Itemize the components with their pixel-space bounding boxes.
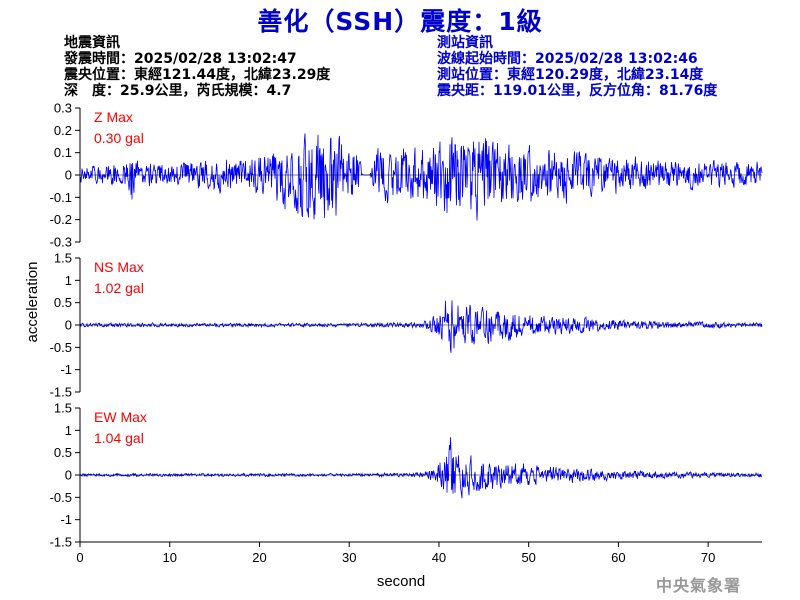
- waveform-trace-ns: [79, 300, 763, 353]
- station-info-block: 測站資訊 波線起始時間：2025/02/28 13:02:46 測站位置：東經1…: [437, 35, 717, 99]
- station-location: 測站位置：東經120.29度，北緯23.14度: [437, 67, 704, 83]
- y-tick-label: -1.5: [50, 535, 72, 550]
- x-tick-label: 40: [432, 550, 446, 565]
- y-tick-label: 1.5: [54, 401, 72, 416]
- y-tick-label: -0.3: [50, 235, 72, 250]
- x-tick-label: 0: [76, 550, 83, 565]
- x-tick-label: 50: [521, 550, 535, 565]
- y-tick-label: -1: [60, 362, 72, 377]
- y-tick-label: 0.5: [54, 295, 72, 310]
- earthquake-info-block: 地震資訊 發震時間：2025/02/28 13:02:47 震央位置：東經121…: [64, 35, 330, 99]
- y-tick-label: -1.5: [50, 385, 72, 400]
- max-value-ew: 1.04 gal: [94, 430, 144, 446]
- depth-magnitude: 深 度：25.9公里，芮氏規模：4.7: [64, 83, 292, 99]
- y-tick-label: 1: [65, 423, 72, 438]
- max-label-z: Z Max: [94, 109, 133, 125]
- max-value-z: 0.30 gal: [94, 130, 144, 146]
- y-tick-label: 0: [65, 318, 72, 333]
- x-tick-label: 10: [163, 550, 177, 565]
- y-tick-label: -0.5: [50, 340, 72, 355]
- station-info-heading: 測站資訊: [437, 35, 493, 51]
- x-tick-label: 70: [701, 550, 715, 565]
- y-tick-label: -0.2: [50, 212, 72, 227]
- y-tick-label: 0.1: [54, 145, 72, 160]
- wave-start-time: 波線起始時間：2025/02/28 13:02:46: [437, 51, 698, 67]
- y-tick-label: 1: [65, 273, 72, 288]
- y-tick-label: 0.3: [54, 101, 72, 116]
- max-value-ns: 1.02 gal: [94, 280, 144, 296]
- y-tick-label: -1: [60, 512, 72, 527]
- epicentral-distance: 震央距：119.01公里，反方位角：81.76度: [437, 83, 718, 99]
- y-tick-label: 0.2: [54, 123, 72, 138]
- waveform-trace-ew: [79, 437, 763, 499]
- x-tick-label: 20: [252, 550, 266, 565]
- earthquake-info-heading: 地震資訊: [64, 35, 120, 51]
- x-tick-label: 60: [611, 550, 625, 565]
- y-tick-label: 0: [65, 468, 72, 483]
- y-tick-label: -0.1: [50, 190, 72, 205]
- origin-time: 發震時間：2025/02/28 13:02:47: [64, 51, 297, 67]
- epicenter-location: 震央位置：東經121.44度，北緯23.29度: [64, 67, 331, 83]
- y-tick-label: 0.5: [54, 445, 72, 460]
- y-tick-label: 0: [65, 168, 72, 183]
- agency-watermark: 中央氣象署: [656, 576, 742, 595]
- y-axis-label: acceleration: [24, 262, 41, 343]
- y-tick-label: -0.5: [50, 490, 72, 505]
- x-tick-label: 30: [342, 550, 356, 565]
- waveform-trace-z: [79, 133, 763, 221]
- x-axis-label: second: [377, 573, 425, 590]
- chart-title: 善化（SSH）震度：1級: [257, 7, 543, 36]
- max-label-ns: NS Max: [94, 259, 144, 275]
- max-label-ew: EW Max: [94, 409, 147, 425]
- y-tick-label: 1.5: [54, 251, 72, 266]
